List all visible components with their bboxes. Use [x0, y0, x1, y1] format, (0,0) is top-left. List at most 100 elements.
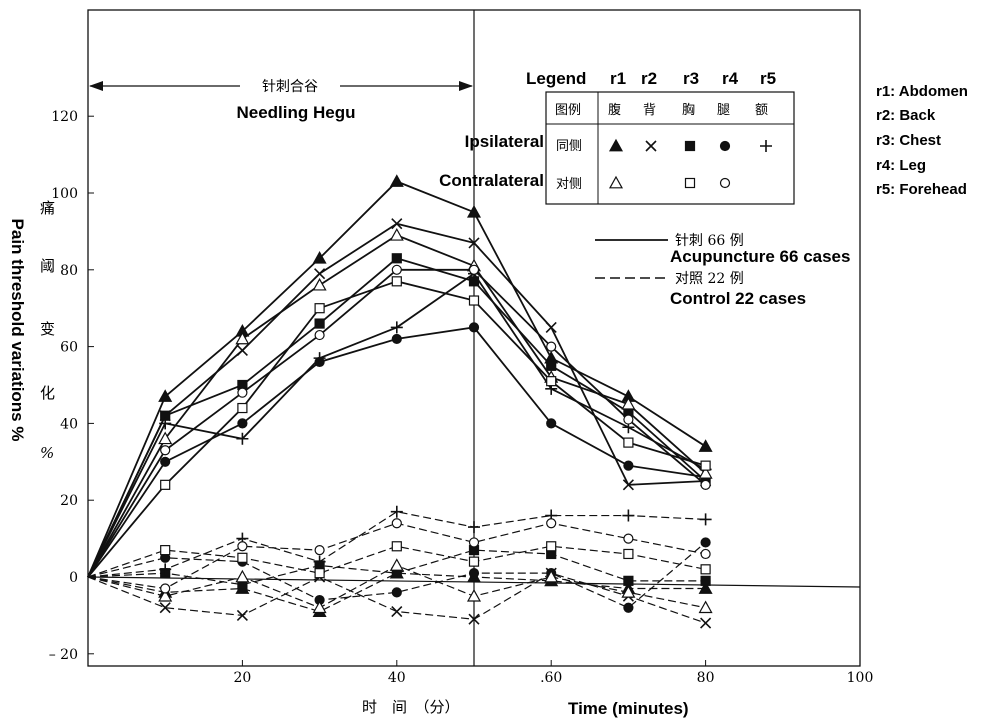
x-tick-label: .60 [540, 670, 562, 686]
legend-col-en-r2: r2 [641, 69, 657, 88]
data-point [546, 341, 557, 352]
data-point [158, 431, 173, 445]
data-point [235, 331, 250, 345]
legend-markers [608, 138, 772, 189]
legend-row-en-ipsilateral: Ipsilateral [465, 132, 544, 151]
data-point [160, 445, 171, 456]
data-point [700, 617, 712, 629]
data-point [719, 140, 731, 152]
y-label-cn-3: 化 [40, 384, 55, 402]
y-axis-label: 痛 阈 变 化 % Pain threshold variations % [8, 199, 55, 462]
series-line [87, 272, 707, 578]
data-point [159, 563, 172, 576]
needling-label-en: Needling Hegu [236, 103, 355, 122]
data-point [237, 387, 248, 398]
region-key-r5: r5: Forehead [876, 181, 967, 198]
data-point [700, 460, 711, 471]
data-point [700, 564, 711, 575]
data-point [623, 437, 634, 448]
data-point [314, 329, 325, 341]
data-point [312, 600, 327, 614]
data-point [391, 587, 402, 598]
legend-col-cn-r1: 腹 [608, 102, 621, 118]
data-point [389, 228, 404, 241]
series-acupuncture-contralateral-r3 [87, 276, 711, 578]
data-point [236, 432, 249, 445]
y-label-en: Pain threshold variations % [8, 219, 27, 442]
x-axis-label: 时 间 （分） Time (minutes) [362, 698, 689, 718]
y-label-cn-4: % [40, 444, 54, 462]
line-style-key: 针刺 66 例 Acupuncture 66 cases 对照 22 例 Con… [595, 233, 850, 308]
x-tick-label: 80 [697, 670, 715, 686]
series-control-contralateral-r1 [87, 558, 713, 614]
series-line [87, 541, 706, 609]
needling-label-cn: 针刺合谷 [262, 79, 318, 95]
series-acupuncture-ipsilateral-r4 [87, 322, 711, 578]
region-key: r1: Abdomen r2: Back r3: Chest r4: Leg r… [876, 83, 968, 198]
data-point [608, 138, 624, 152]
data-point [160, 479, 171, 490]
data-point [468, 537, 480, 548]
data-point [237, 418, 248, 429]
data-point [698, 439, 713, 452]
data-point [159, 417, 172, 430]
legend-col-en-r1: r1 [610, 69, 626, 88]
data-point [391, 518, 402, 529]
data-point [622, 479, 634, 491]
data-point [546, 518, 557, 529]
series-acupuncture-ipsilateral-r3 [87, 253, 711, 578]
data-point [623, 414, 634, 425]
data-point [622, 509, 635, 522]
data-point [544, 569, 559, 583]
legend-title: Legend [526, 69, 586, 88]
legend-col-en-r4: r4 [722, 69, 739, 88]
series-acupuncture-ipsilateral-r5 [87, 267, 712, 578]
x-tick-label: 20 [233, 670, 251, 686]
x-label-cn: 时 间 （分） [362, 698, 460, 716]
data-point [468, 521, 480, 534]
data-point [389, 558, 404, 571]
data-point [623, 575, 634, 586]
data-point [623, 533, 634, 544]
region-key-r2: r2: Back [876, 107, 936, 124]
legend-col-en-r3: r3 [683, 69, 699, 88]
data-point [158, 588, 173, 602]
data-point [700, 548, 711, 560]
data-point [468, 264, 480, 275]
region-key-r1: r1: Abdomen [876, 83, 968, 100]
data-point [623, 460, 634, 471]
data-point [623, 548, 634, 560]
data-point [391, 333, 402, 345]
data-point [314, 303, 325, 314]
data-point [237, 541, 248, 552]
data-point [314, 268, 326, 280]
y-tick-label: 120 [51, 109, 78, 125]
series-layer [87, 174, 713, 629]
data-point [608, 175, 624, 189]
data-point [698, 466, 713, 479]
y-label-cn-0: 痛 [40, 199, 55, 217]
region-key-r4: r4: Leg [876, 157, 926, 174]
legend-col-cn-r4: 腿 [717, 103, 730, 118]
data-point [160, 545, 171, 556]
legend-col-cn-r3: 胸 [682, 103, 695, 118]
data-point [468, 613, 480, 625]
data-point [391, 276, 402, 287]
data-point [545, 321, 557, 333]
data-point [313, 352, 326, 365]
series-line [87, 511, 706, 578]
data-point [158, 389, 173, 402]
series-control-contralateral-r4 [87, 518, 711, 594]
data-point [237, 402, 248, 414]
series-control-ipsilateral-r4 [87, 537, 711, 613]
legend-col-cn-r5: 额 [755, 103, 768, 118]
data-point [546, 376, 557, 387]
series-acupuncture-contralateral-r4 [87, 264, 711, 578]
region-key-r3: r3: Chest [876, 132, 941, 149]
data-point [237, 552, 248, 563]
series-control-contralateral-r3 [87, 541, 711, 579]
y-tick-label: 60 [60, 340, 78, 356]
data-point [391, 264, 402, 275]
data-point [312, 277, 327, 291]
